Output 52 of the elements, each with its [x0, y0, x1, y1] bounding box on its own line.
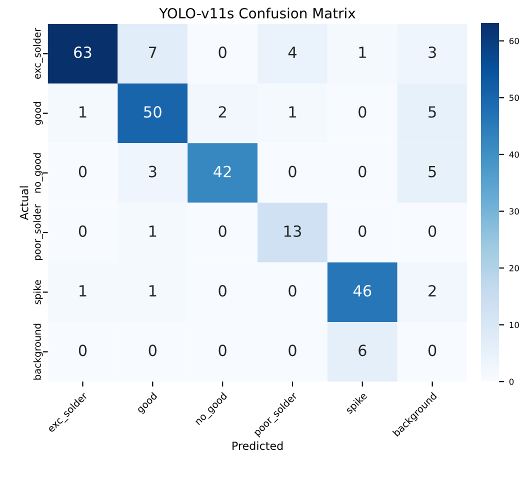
data-label: 0 [358, 166, 366, 178]
data-label: 50 [144, 106, 162, 118]
data-label: 42 [214, 166, 231, 178]
data-label: 2 [218, 106, 226, 118]
data-label: 0 [218, 285, 226, 297]
color-bar-label: 30 [510, 208, 519, 215]
data-label: 1 [80, 106, 86, 118]
data-label: 2 [428, 285, 436, 296]
data-label: 1 [149, 285, 156, 296]
data-label: 0 [428, 344, 436, 356]
data-label: 1 [289, 106, 296, 118]
data-label: 0 [218, 46, 226, 58]
y-tick-label: spike [33, 280, 43, 304]
data-label: 0 [288, 166, 296, 178]
data-label: 6 [358, 344, 366, 356]
chart-title: YOLO-v11s Confusion Matrix [159, 8, 356, 18]
data-label: 0 [288, 285, 296, 297]
data-label: 5 [428, 106, 436, 118]
data-label: 0 [358, 225, 366, 237]
color-bar-label: 20 [509, 265, 519, 272]
color-bar-label: 0 [509, 378, 514, 385]
data-label: 4 [288, 46, 296, 58]
data-label: 5 [428, 166, 436, 178]
data-label: 0 [78, 166, 87, 178]
data-label: 3 [148, 166, 156, 178]
data-label: 0 [148, 344, 157, 356]
data-label: 0 [288, 344, 296, 356]
data-label: 0 [218, 225, 226, 237]
y-tick-label: no_good [33, 153, 43, 193]
y-tick-label: exc_solder [33, 28, 43, 79]
x-axis-title: Predicted [232, 441, 283, 450]
y-tick-label: background [33, 324, 43, 380]
color-bar-label: 40 [509, 151, 519, 158]
data-label: 1 [359, 46, 366, 58]
color-bar-label: 10 [510, 322, 519, 328]
data-label: 3 [428, 46, 436, 58]
data-label: 46 [353, 285, 372, 297]
color-bar-label: 50 [510, 94, 519, 101]
data-label: 0 [78, 225, 87, 237]
data-label: 7 [149, 46, 156, 58]
data-label: 0 [428, 225, 436, 237]
data-label: 0 [218, 344, 226, 356]
data-label: 13 [284, 225, 301, 237]
color-bar-label: 60 [509, 38, 519, 44]
y-axis-title: Actual [20, 186, 28, 220]
data-label: 1 [80, 285, 86, 296]
y-tick-label: good [33, 102, 43, 125]
data-label: 1 [149, 226, 156, 237]
data-label: 0 [358, 106, 366, 118]
data-label: 0 [78, 344, 87, 356]
data-label: 63 [74, 46, 92, 58]
y-tick-label: poor_solder [33, 204, 43, 260]
